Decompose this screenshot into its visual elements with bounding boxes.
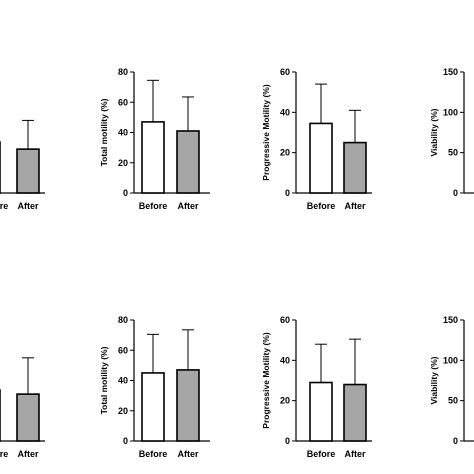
panel-8-y-tick-label: 150 [443, 315, 458, 325]
panel-2-y-tick-label: 0 [123, 188, 128, 198]
panel-6-y-tick-label: 20 [118, 406, 128, 416]
panel-6-y-tick-label: 80 [118, 315, 128, 325]
panel-4-y-tick-label: 50 [448, 148, 458, 158]
panel-3-category-label: Before [307, 201, 336, 211]
panel-7-y-tick-label: 60 [280, 315, 290, 325]
panel-5-category-label: Before [0, 449, 8, 459]
panel-7-y-tick-label: 40 [280, 355, 290, 365]
panel-3-bar-after [343, 141, 367, 194]
panel-3-y-tick-label: 60 [280, 67, 290, 77]
panel-4-y-tick-label: 0 [453, 188, 458, 198]
panel-7-bar-after [343, 383, 367, 442]
panel-2-bar-after [176, 130, 200, 194]
panel-8-y-tick-label: 50 [448, 396, 458, 406]
panel-3-y-axis-label: Progressive Motility (%) [261, 84, 271, 181]
panel-6-y-tick-label: 40 [118, 376, 128, 386]
panel-2-category-label: After [177, 201, 198, 211]
panel-8-y-axis-label: Viability (%) [429, 356, 439, 404]
panel-5-category-label: After [17, 449, 38, 459]
panel-3-y-tick-label: 20 [280, 148, 290, 158]
panel-6-y-axis-label: Total motility (%) [99, 346, 109, 414]
panel-3-y-tick-label: 40 [280, 107, 290, 117]
panel-2-y-tick-label: 60 [118, 97, 128, 107]
panel-7-y-tick-label: 0 [285, 436, 290, 446]
panel-3-category-label: After [344, 201, 365, 211]
panel-4-y-tick-label: 100 [443, 107, 458, 117]
panel-8-y-tick-label: 100 [443, 355, 458, 365]
panel-7-y-tick-label: 20 [280, 396, 290, 406]
panel-2-category-label: Before [139, 201, 168, 211]
panel-3-y-tick-label: 0 [285, 188, 290, 198]
panel-8-y-tick-label: 0 [453, 436, 458, 446]
panel-7-category-label: After [344, 449, 365, 459]
panel-3-bar-before [309, 122, 333, 194]
panel-2-y-tick-label: 80 [118, 67, 128, 77]
panel-5-bar-after [16, 393, 40, 442]
panel-6-category-label: After [177, 449, 198, 459]
panel-6-y-tick-label: 0 [123, 436, 128, 446]
panel-4-y-tick-label: 150 [443, 67, 458, 77]
panel-2-bar-before [141, 121, 165, 194]
panel-7-bar-before [309, 381, 333, 442]
panel-1-bar-after [16, 148, 40, 194]
panel-1-category-label: After [17, 201, 38, 211]
panel-7-category-label: Before [307, 449, 336, 459]
panel-2-y-tick-label: 20 [118, 158, 128, 168]
panel-1-category-label: Before [0, 201, 8, 211]
panel-4-y-axis-label: Viability (%) [429, 108, 439, 156]
panel-6-category-label: Before [139, 449, 168, 459]
panel-6-bar-after [176, 369, 200, 442]
panel-2-y-tick-label: 40 [118, 128, 128, 138]
panel-2-y-axis-label: Total motility (%) [99, 98, 109, 166]
panel-6-bar-before [141, 372, 165, 442]
panel-6-y-tick-label: 60 [118, 345, 128, 355]
panel-7-y-axis-label: Progressive Motility (%) [261, 332, 271, 429]
